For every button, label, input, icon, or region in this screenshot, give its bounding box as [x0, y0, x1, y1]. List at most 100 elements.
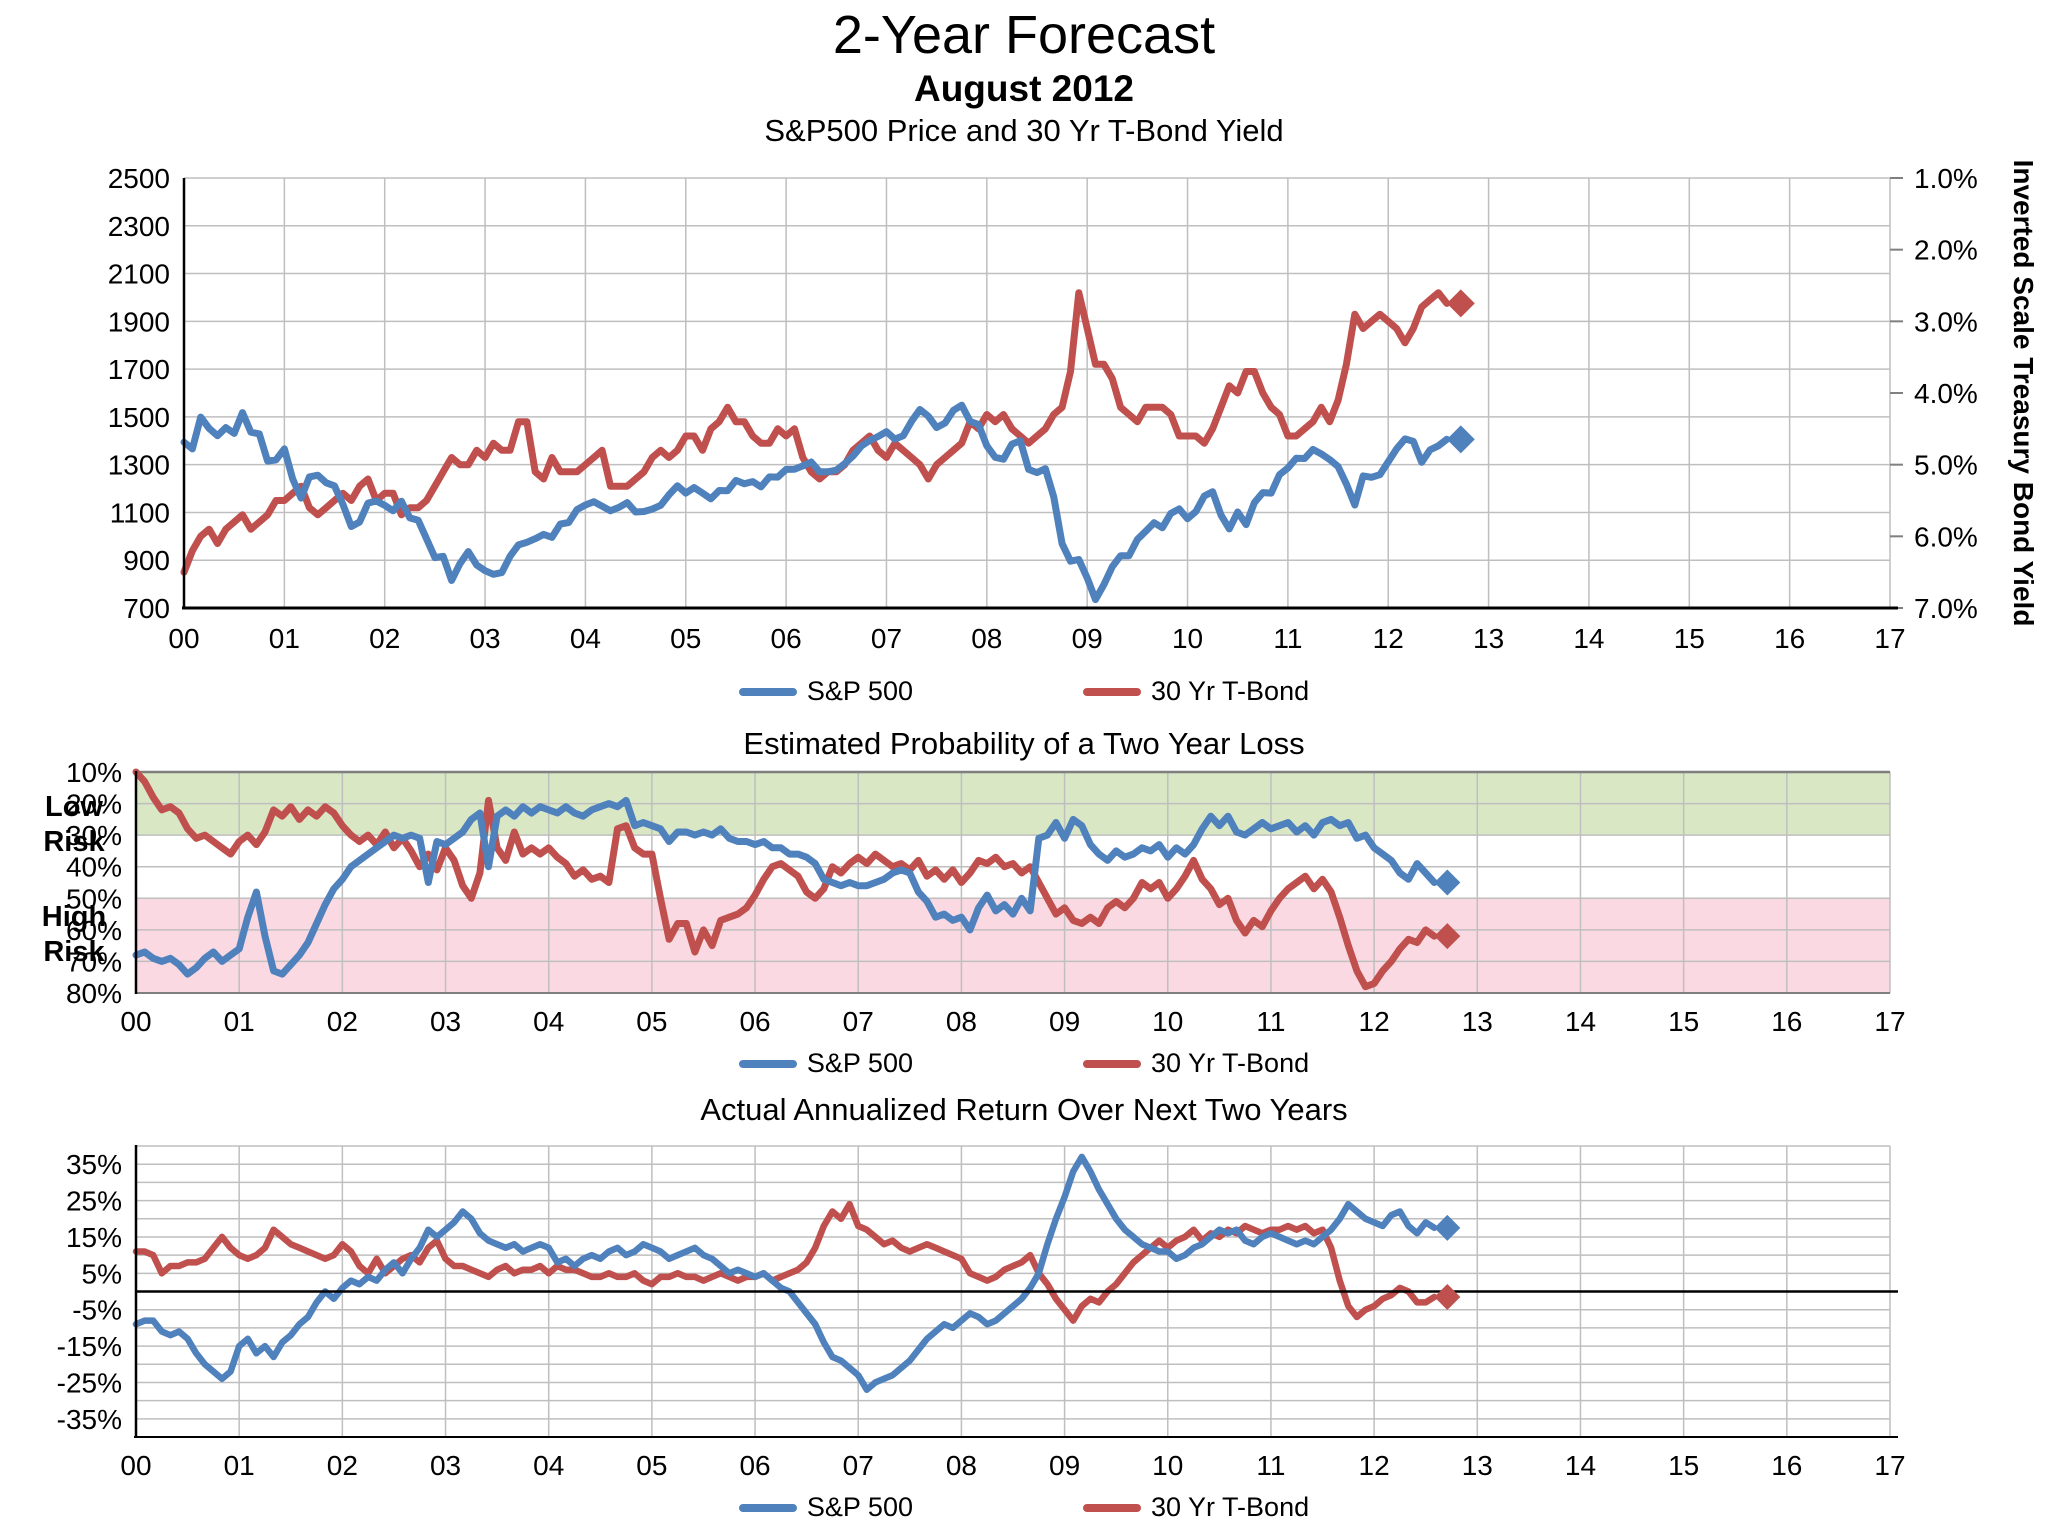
svg-text:09: 09: [1049, 1450, 1080, 1481]
svg-text:07: 07: [871, 623, 902, 654]
svg-text:2.0%: 2.0%: [1914, 235, 1978, 266]
sp500-line-swatch-icon: [738, 1503, 797, 1512]
svg-text:2300: 2300: [108, 211, 170, 242]
svg-text:06: 06: [739, 1006, 770, 1037]
svg-text:35%: 35%: [66, 1149, 122, 1180]
svg-text:13: 13: [1462, 1450, 1493, 1481]
svg-text:15%: 15%: [66, 1222, 122, 1253]
svg-text:01: 01: [224, 1450, 255, 1481]
svg-text:11: 11: [1256, 1006, 1285, 1037]
svg-text:-35%: -35%: [57, 1404, 122, 1435]
annualized-return-chart-canvas: 35% 25% 15% 5% -5% -15% -25% -35% 00 01 02 03 04 05 06…: [57, 1145, 1906, 1481]
svg-text:25%: 25%: [66, 1186, 122, 1217]
svg-text:12: 12: [1373, 623, 1404, 654]
svg-text:17: 17: [1874, 1450, 1905, 1481]
svg-text:04: 04: [533, 1450, 564, 1481]
sp500-legend-label: S&P 500: [806, 1492, 913, 1522]
svg-text:-5%: -5%: [72, 1295, 122, 1326]
legend-item-sp500: S&P 500: [738, 1048, 913, 1079]
chart2-title: Estimated Probability of a Two Year Loss: [743, 726, 1305, 761]
tbond-legend-label: 30 Yr T-Bond: [1150, 1492, 1310, 1522]
svg-text:16: 16: [1774, 623, 1805, 654]
svg-text:15: 15: [1674, 623, 1705, 654]
svg-text:80%: 80%: [66, 978, 122, 1009]
svg-text:70%: 70%: [66, 946, 122, 977]
chart1-legend: S&P 500 30 Yr T-Bond: [0, 676, 2048, 707]
price-and-yield-chart-canvas: 250023002100190017001500130011009007001.…: [108, 160, 2039, 654]
svg-text:01: 01: [224, 1006, 255, 1037]
svg-text:50%: 50%: [66, 883, 122, 914]
svg-text:14: 14: [1565, 1006, 1596, 1037]
tbond-line-swatch-icon: [1082, 687, 1141, 696]
svg-text:14: 14: [1573, 623, 1604, 654]
svg-text:16: 16: [1771, 1450, 1802, 1481]
legend-item-sp500: S&P 500: [738, 1492, 913, 1523]
svg-text:04: 04: [533, 1006, 564, 1037]
svg-text:1100: 1100: [110, 497, 170, 528]
svg-text:7.0%: 7.0%: [1914, 593, 1978, 624]
svg-text:5.0%: 5.0%: [1914, 450, 1978, 481]
page-title: 2-Year Forecast: [832, 5, 1216, 65]
svg-text:01: 01: [269, 623, 300, 654]
svg-text:11: 11: [1256, 1450, 1285, 1481]
svg-text:14: 14: [1565, 1450, 1596, 1481]
svg-text:13: 13: [1473, 623, 1504, 654]
svg-text:11: 11: [1273, 623, 1302, 654]
svg-text:08: 08: [946, 1006, 977, 1037]
svg-text:00: 00: [120, 1006, 151, 1037]
svg-text:900: 900: [123, 545, 170, 576]
svg-text:17: 17: [1874, 1006, 1905, 1037]
sp500-line-swatch-icon: [738, 687, 797, 696]
svg-text:09: 09: [1049, 1006, 1080, 1037]
svg-text:-15%: -15%: [57, 1331, 122, 1362]
tbond-line-swatch-icon: [1082, 1059, 1141, 1068]
svg-text:15: 15: [1668, 1450, 1699, 1481]
high-risk-label: High Risk: [41, 901, 107, 968]
tbond-legend-label: 30 Yr T-Bond: [1150, 1048, 1310, 1078]
svg-text:5%: 5%: [82, 1258, 122, 1289]
svg-text:05: 05: [636, 1450, 667, 1481]
svg-text:13: 13: [1462, 1006, 1493, 1037]
svg-text:4.0%: 4.0%: [1914, 378, 1978, 409]
svg-text:2500: 2500: [108, 163, 170, 194]
svg-text:08: 08: [946, 1450, 977, 1481]
header: 2-Year Forecast August 2012 S&P500 Price…: [0, 4, 2048, 150]
svg-text:3.0%: 3.0%: [1914, 306, 1978, 337]
svg-text:07: 07: [843, 1450, 874, 1481]
svg-text:10%: 10%: [66, 757, 122, 788]
tbond-line-swatch-icon: [1082, 1503, 1141, 1512]
sp500-legend-label: S&P 500: [806, 1048, 913, 1078]
svg-text:16: 16: [1771, 1006, 1802, 1037]
svg-text:03: 03: [430, 1006, 461, 1037]
legend-item-sp500: S&P 500: [738, 676, 913, 707]
legend-item-tbond: 30 Yr T-Bond: [1082, 1492, 1310, 1523]
svg-text:10: 10: [1172, 623, 1203, 654]
svg-text:20%: 20%: [66, 789, 122, 820]
svg-text:Inverted Scale Treasury Bond Y: Inverted Scale Treasury Bond Yield: [2008, 160, 2039, 627]
legend-item-tbond: 30 Yr T-Bond: [1082, 1048, 1310, 1079]
tbond-legend-label: 30 Yr T-Bond: [1150, 676, 1310, 706]
chart1-title: S&P500 Price and 30 Yr T-Bond Yield: [764, 113, 1284, 148]
svg-text:1300: 1300: [108, 450, 170, 481]
svg-text:1500: 1500: [108, 402, 170, 433]
svg-text:12: 12: [1359, 1006, 1390, 1037]
sp500-line-swatch-icon: [738, 1059, 797, 1068]
svg-text:40%: 40%: [66, 852, 122, 883]
svg-text:08: 08: [971, 623, 1002, 654]
svg-text:700: 700: [123, 593, 170, 624]
svg-text:05: 05: [636, 1006, 667, 1037]
svg-text:02: 02: [369, 623, 400, 654]
svg-text:02: 02: [327, 1006, 358, 1037]
svg-text:1.0%: 1.0%: [1914, 163, 1978, 194]
svg-text:15: 15: [1668, 1006, 1699, 1037]
svg-text:07: 07: [843, 1006, 874, 1037]
chart3-legend: S&P 500 30 Yr T-Bond: [0, 1492, 2048, 1523]
svg-text:00: 00: [168, 623, 199, 654]
svg-text:30%: 30%: [66, 820, 122, 851]
svg-text:05: 05: [670, 623, 701, 654]
page-subtitle: August 2012: [913, 68, 1134, 109]
svg-text:10: 10: [1152, 1450, 1183, 1481]
svg-text:02: 02: [327, 1450, 358, 1481]
svg-text:2100: 2100: [108, 259, 170, 290]
